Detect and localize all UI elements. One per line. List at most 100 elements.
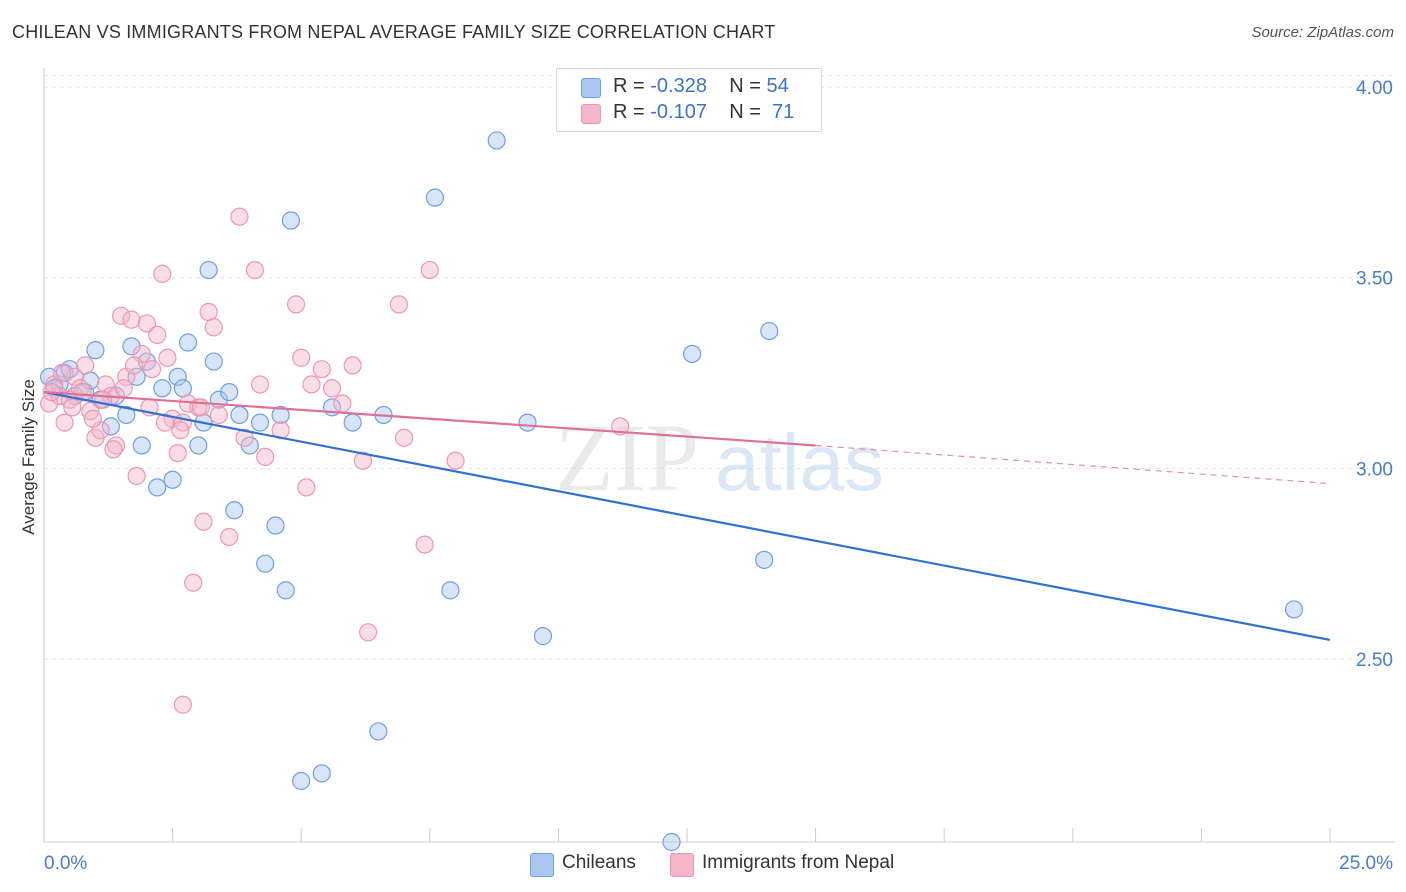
data-point — [353, 451, 373, 470]
data-point — [256, 447, 275, 467]
chart-title: CHILEAN VS IMMIGRANTS FROM NEPAL AVERAGE… — [12, 22, 776, 42]
data-point — [52, 363, 72, 383]
data-point — [124, 356, 144, 375]
data-point — [235, 428, 254, 447]
data-point — [225, 501, 244, 520]
data-point — [446, 451, 465, 470]
legend-n-value: 71 — [772, 101, 795, 123]
y-tick-label: 2.50 — [1356, 650, 1393, 671]
y-tick-label: 3.00 — [1356, 459, 1393, 480]
data-point — [394, 428, 414, 447]
legend-r-label: R = — [613, 101, 645, 123]
data-point — [297, 478, 316, 497]
series-legend: Chileans Immigrants from Nepal — [0, 851, 1406, 879]
data-point — [230, 405, 249, 425]
data-point — [683, 344, 702, 364]
data-point — [153, 379, 172, 398]
data-point — [158, 348, 177, 367]
data-point — [358, 623, 378, 642]
data-point — [760, 321, 779, 341]
data-point — [204, 352, 223, 371]
trend-lines — [43, 390, 1331, 642]
data-point — [171, 421, 190, 440]
stats-legend: R = -0.328 N = 54 R = -0.107 N = 71 — [556, 68, 822, 132]
data-point — [1284, 600, 1304, 619]
data-point — [322, 379, 342, 398]
data-point — [199, 302, 218, 322]
data-point — [389, 295, 409, 314]
data-point — [178, 333, 198, 352]
legend-n-label: N = — [729, 101, 761, 123]
y-tick-label: 3.50 — [1356, 269, 1393, 290]
data-point — [55, 413, 74, 432]
data-point — [101, 417, 120, 436]
data-point — [199, 260, 218, 280]
data-point — [173, 695, 192, 714]
axes — [43, 68, 1395, 843]
data-point — [343, 356, 362, 375]
data-point — [194, 512, 213, 531]
data-point — [220, 527, 239, 547]
data-point — [104, 440, 123, 459]
data-point — [281, 211, 301, 230]
data-point — [191, 398, 210, 417]
gridlines — [44, 75, 1395, 660]
data-point — [155, 413, 174, 432]
data-point — [425, 188, 445, 207]
data-point — [127, 367, 146, 386]
data-point — [292, 348, 311, 367]
data-point — [220, 382, 239, 402]
x-tick-label: 25.0% — [1339, 853, 1393, 874]
data-point — [83, 409, 102, 428]
legend-swatch-nepal — [670, 853, 694, 877]
legend-swatch-nepal — [581, 104, 601, 124]
data-point — [292, 771, 311, 791]
data-point — [132, 436, 151, 455]
x-tick-label: 0.0% — [44, 853, 87, 874]
data-point — [230, 207, 249, 226]
data-point — [117, 405, 136, 425]
data-point — [148, 325, 167, 344]
data-point — [189, 436, 208, 455]
data-point — [333, 394, 352, 413]
data-point — [302, 375, 321, 394]
legend-r-value: -0.107 — [650, 101, 707, 123]
data-point — [96, 375, 115, 394]
data-point — [245, 260, 265, 280]
data-points — [40, 131, 1304, 852]
data-point — [533, 627, 553, 646]
data-point — [420, 260, 439, 280]
legend-label-chileans: Chileans — [562, 852, 636, 873]
data-point — [122, 337, 141, 356]
data-point — [63, 398, 82, 417]
data-point — [137, 314, 156, 333]
trend-line-chileans — [43, 391, 1331, 642]
data-point — [250, 413, 270, 432]
data-point — [441, 581, 460, 600]
data-point — [40, 394, 59, 413]
legend-n-value: 54 — [766, 75, 789, 97]
legend-n-label: N = — [729, 75, 761, 97]
data-point — [369, 722, 388, 741]
y-axis-label: Average Family Size — [19, 379, 38, 535]
data-point — [209, 405, 228, 425]
legend-swatch-chileans — [530, 853, 554, 877]
data-point — [173, 379, 192, 398]
source-credit: Source: ZipAtlas.com — [1251, 24, 1394, 41]
data-point — [312, 360, 331, 379]
data-point — [271, 405, 290, 425]
data-point — [286, 295, 306, 314]
data-point — [266, 516, 285, 535]
data-point — [343, 413, 362, 432]
watermark: ZIP atlas — [555, 404, 884, 511]
data-point — [153, 264, 172, 283]
legend-swatch-chileans — [581, 78, 601, 98]
data-point — [148, 478, 167, 497]
legend-r-label: R = — [613, 75, 645, 97]
data-point — [168, 443, 187, 463]
data-point — [518, 413, 537, 432]
data-point — [114, 379, 133, 398]
data-point — [127, 466, 146, 486]
series-nepal — [40, 207, 630, 714]
